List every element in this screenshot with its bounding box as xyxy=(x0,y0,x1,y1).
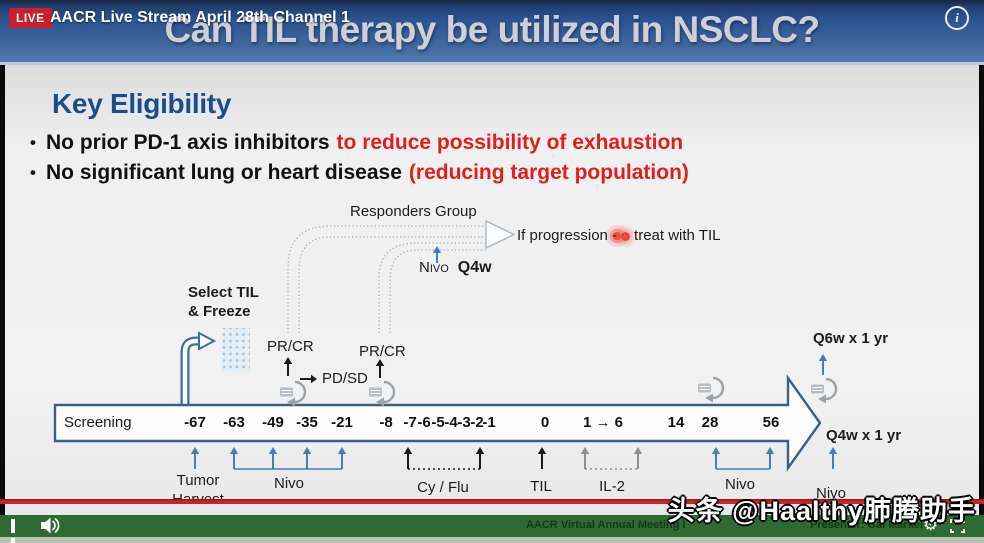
bullet-1-black: No prior PD-1 axis inhibitors xyxy=(46,131,330,154)
timeline-tick: -49 xyxy=(262,414,284,431)
select-til-line1: Select TIL xyxy=(188,284,259,301)
timeline-tick: -3 xyxy=(457,414,471,431)
bullet-2-red: (reducing target population) xyxy=(408,161,689,184)
q4w-schedule-label: Q4w x 1 yr xyxy=(826,427,902,444)
player-control-bar xyxy=(0,515,984,537)
volume-icon[interactable] xyxy=(41,517,63,539)
nivo-text: Nivo xyxy=(419,259,449,276)
select-til-line2: & Freeze xyxy=(188,302,251,320)
bullet-2-black: No significant lung or heart disease xyxy=(46,161,402,184)
bullet-dot: • xyxy=(30,163,36,182)
select-til-label: Select TIL & Freeze xyxy=(188,284,259,322)
timeline-tick: -4 xyxy=(444,414,458,431)
bullet-2: • No significant lung or heart disease (re… xyxy=(30,161,689,185)
pd-sd-label: PD/SD xyxy=(322,370,368,387)
live-badge: LIVE xyxy=(9,8,52,28)
timeline-tick: -21 xyxy=(331,414,353,431)
band-separator xyxy=(0,62,984,65)
slide-title: Can TIL therapy be utilized in NSCLC? xyxy=(164,9,820,50)
stream-title-band xyxy=(0,0,984,62)
slide-footer-presenter: Presenter: Gal Markel xyxy=(810,519,924,531)
bullet-1: • No prior PD-1 axis inhibitors to reduce … xyxy=(30,131,683,155)
timeline-tick: -1 xyxy=(482,414,496,431)
laser-dot-icon xyxy=(621,232,631,241)
progression-pre: If progression - xyxy=(517,227,618,244)
slide-heading: Key Eligibility xyxy=(52,88,232,119)
timeline-tick: -2 xyxy=(470,414,484,431)
bottom-strip xyxy=(0,537,984,543)
slide-footer-meeting: AACR Virtual Annual Meeting I xyxy=(526,519,686,531)
timeline-tick: 1 → 6 xyxy=(582,414,624,431)
timeline-tick: -35 xyxy=(296,414,318,431)
q4w-text: Q4w xyxy=(457,259,492,276)
timeline-tick: -67 xyxy=(184,414,206,431)
timeline-tick: 28 xyxy=(701,414,719,431)
progression-post: treat with TIL xyxy=(634,227,721,244)
fullscreen-icon[interactable] xyxy=(950,519,965,538)
pr-cr-label-1: PR/CR xyxy=(267,338,314,355)
pr-cr-label-2: PR/CR xyxy=(359,343,406,360)
timeline-tick: -6 xyxy=(417,414,431,431)
stream-title: AACR Live Stream April 28th Channel 1 xyxy=(50,9,350,26)
timeline-tick: -63 xyxy=(223,414,245,431)
timeline-tick: 14 xyxy=(667,414,685,431)
progression-label: If progression - treat with TIL xyxy=(517,227,720,246)
timeline-tick: -5 xyxy=(431,414,445,431)
video-letterbox-right xyxy=(979,65,984,537)
watermark: 头条 @Haalthy肺腾助手 xyxy=(667,496,976,526)
bullet-1-red: to reduce possibility of exhaustion xyxy=(336,131,684,154)
bullet-dot: • xyxy=(30,133,36,152)
timeline-tick: -7 xyxy=(403,414,417,431)
responders-group-label: Responders Group xyxy=(350,203,477,220)
q6w-schedule-label: Q6w x 1 yr xyxy=(813,330,889,347)
video-letterbox-left xyxy=(0,65,5,537)
timeline-tick: 0 xyxy=(540,414,550,431)
video-progress-bar[interactable] xyxy=(0,499,984,504)
timeline-ticks: -67 -63 -49 -35 -21 -8 -7 -6 -5 -4 -3 -2 -1 0 1 → 6 14 2… xyxy=(0,414,984,434)
nivo-q4w-label: Nivo Q4w xyxy=(419,258,492,278)
timeline-tick: -8 xyxy=(379,414,393,431)
pause-button[interactable] xyxy=(11,519,25,543)
screening-label: Screening xyxy=(64,414,132,431)
settings-gear-icon[interactable]: ⚙ xyxy=(923,515,939,534)
info-icon[interactable]: i xyxy=(945,6,969,30)
timeline-tick: 56 xyxy=(762,414,780,431)
